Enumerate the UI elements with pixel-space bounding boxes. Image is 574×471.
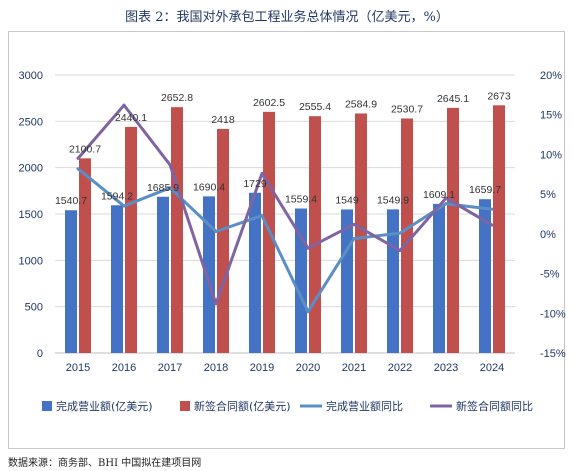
revenue-data-label: 1549 xyxy=(335,194,359,206)
revenue-bar xyxy=(157,196,169,353)
contract-bar xyxy=(171,107,183,354)
contract-data-label: 2100.7 xyxy=(69,143,101,155)
revenue-bar xyxy=(249,192,261,353)
contract-yoy-point xyxy=(260,171,264,175)
revenue-data-label: 1609.1 xyxy=(423,189,455,201)
contract-data-label: 2555.4 xyxy=(299,101,331,113)
contract-data-label: 2645.1 xyxy=(437,93,469,105)
revenue-bar xyxy=(433,203,445,353)
y-right-tick-label: -15% xyxy=(540,348,566,360)
x-tick-label: 2019 xyxy=(250,362,274,374)
revenue-yoy-point xyxy=(398,231,402,235)
y-left-tick-label: 0 xyxy=(37,348,43,360)
revenue-data-label: 1685.9 xyxy=(147,182,179,194)
revenue-yoy-point xyxy=(214,229,218,233)
chart-title: 图表 2：我国对外承包工程业务总体情况（亿美元，%） xyxy=(125,10,449,25)
contract-yoy-point xyxy=(352,222,356,226)
contract-data-label: 2530.7 xyxy=(391,103,423,115)
chart-frame xyxy=(8,31,565,449)
y-left-tick-label: 2000 xyxy=(19,163,43,175)
y-right-tick-label: 10% xyxy=(540,149,562,161)
revenue-bar xyxy=(295,208,307,353)
revenue-data-label: 1559.4 xyxy=(285,193,317,205)
contract-data-label: 2440.1 xyxy=(115,112,147,124)
revenue-data-label: 1659.7 xyxy=(469,184,501,196)
revenue-data-label: 1540.7 xyxy=(55,195,87,207)
contract-bar xyxy=(493,105,505,353)
source-note: 数据来源：商务部、BHI 中国拟在建项目网 xyxy=(8,458,202,469)
revenue-yoy-point xyxy=(352,237,356,241)
contract-bar xyxy=(355,113,367,353)
y-left-tick-label: 3000 xyxy=(19,70,43,82)
contract-data-label: 2602.5 xyxy=(253,97,285,109)
contract-bar xyxy=(447,107,459,354)
contract-data-label: 2652.8 xyxy=(161,92,193,104)
revenue-data-label: 1729 xyxy=(243,178,267,190)
contract-bar xyxy=(309,116,321,353)
y-right-tick-label: -10% xyxy=(540,308,566,320)
y-right-tick-label: 15% xyxy=(540,110,562,122)
revenue-bar xyxy=(111,205,123,353)
revenue-yoy-point xyxy=(168,186,172,190)
revenue-data-label: 1594.2 xyxy=(101,190,133,202)
revenue-yoy-point xyxy=(490,207,494,211)
revenue-yoy-point xyxy=(444,202,448,206)
legend-swatch xyxy=(180,401,190,411)
contract-yoy-point xyxy=(122,103,126,107)
x-tick-label: 2017 xyxy=(158,362,182,374)
contract-yoy-point xyxy=(444,196,448,200)
contract-yoy-point xyxy=(76,156,80,160)
x-tick-label: 2015 xyxy=(66,362,90,374)
revenue-yoy-line xyxy=(77,167,493,314)
legend-label: 完成营业额同比 xyxy=(326,399,403,413)
y-left-tick-label: 2500 xyxy=(19,116,43,128)
x-tick-label: 2018 xyxy=(204,362,228,374)
contract-data-label: 2584.9 xyxy=(345,98,377,110)
contract-yoy-point xyxy=(306,246,310,250)
revenue-yoy-point xyxy=(306,310,310,314)
y-left-tick-label: 1500 xyxy=(19,209,43,221)
contract-yoy-line xyxy=(76,103,493,306)
contract-bar xyxy=(79,158,91,353)
x-tick-label: 2020 xyxy=(296,362,320,374)
contract-data-label: 2673 xyxy=(487,90,511,102)
revenue-yoy-point xyxy=(260,214,264,218)
x-tick-label: 2023 xyxy=(434,362,458,374)
contract-bar xyxy=(217,128,229,353)
legend-label: 新签合同额(亿美元) xyxy=(194,399,291,413)
y-left-tick-label: 1000 xyxy=(19,255,43,267)
contract-yoy-point xyxy=(214,302,218,306)
revenue-yoy-point xyxy=(76,167,80,171)
revenue-data-label: 1549.9 xyxy=(377,194,409,206)
y-right-tick-label: 5% xyxy=(540,189,556,201)
x-tick-label: 2024 xyxy=(480,362,504,374)
revenue-bar xyxy=(203,196,215,353)
y-left-tick-label: 500 xyxy=(25,302,43,314)
revenue-bar xyxy=(479,199,491,353)
contract-yoy-point xyxy=(168,163,172,167)
y-right-tick-label: -5% xyxy=(540,269,560,281)
contract-data-label: 2418 xyxy=(211,114,235,126)
x-tick-label: 2016 xyxy=(112,362,136,374)
y-right-tick-label: 20% xyxy=(540,70,562,82)
contract-bar xyxy=(125,126,137,353)
contract-bar xyxy=(401,118,413,353)
revenue-data-label: 1690.4 xyxy=(193,181,225,193)
legend-label: 完成营业额(亿美元) xyxy=(56,399,153,413)
x-tick-label: 2021 xyxy=(342,362,366,374)
y-right-tick-label: 0% xyxy=(540,229,556,241)
legend-swatch xyxy=(42,401,52,411)
x-tick-label: 2022 xyxy=(388,362,412,374)
revenue-yoy-point xyxy=(122,204,126,208)
contract-yoy-point xyxy=(490,223,494,227)
contract-yoy-point xyxy=(398,249,402,253)
legend-label: 新签合同额同比 xyxy=(456,399,533,413)
revenue-bar xyxy=(387,209,399,353)
revenue-bar xyxy=(65,210,77,353)
